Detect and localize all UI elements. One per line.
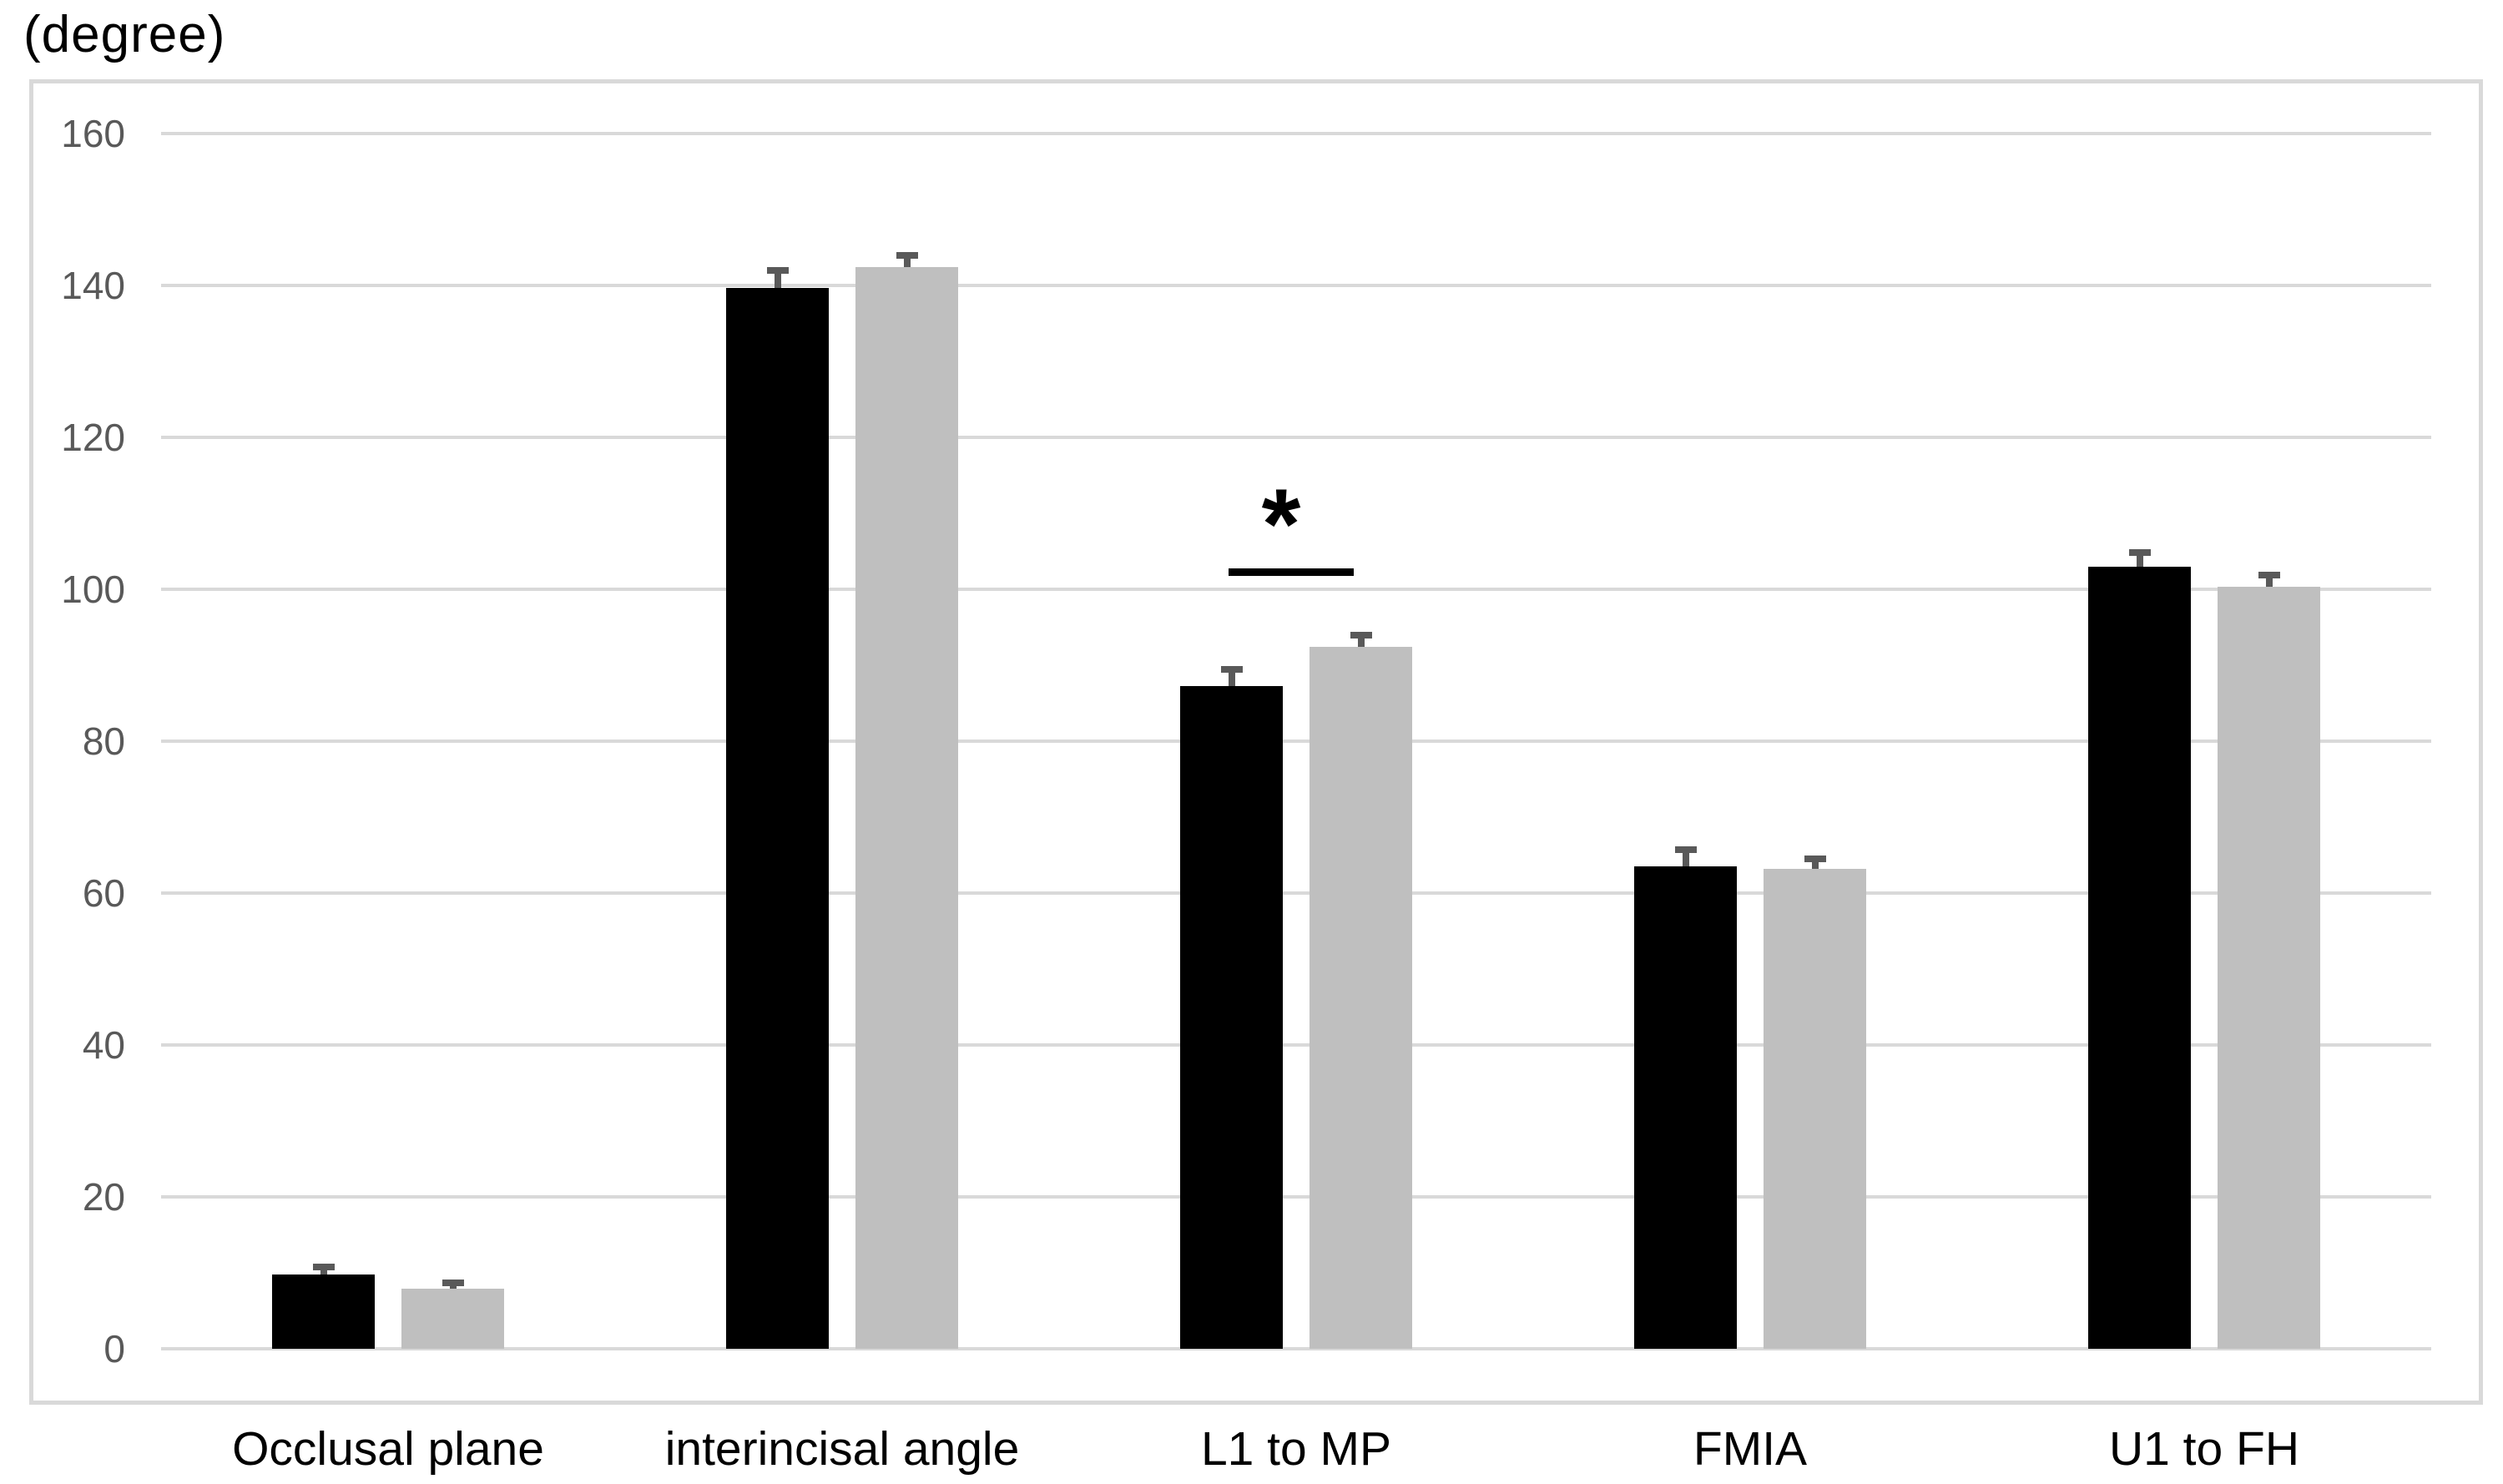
- y-tick-label-40: 40: [82, 1023, 125, 1067]
- error-bar-cap-gray-1: [896, 251, 918, 259]
- x-axis-label-2: L1 to MP: [1200, 1422, 1392, 1476]
- significance-asterisk: *: [1261, 468, 1301, 580]
- error-bar-cap-black-4: [2128, 549, 2151, 557]
- error-bar-cap-gray-0: [442, 1279, 464, 1286]
- x-axis-label-1: interincisal angle: [664, 1422, 1020, 1476]
- gridline-140: [161, 284, 2431, 287]
- gridline-120: [161, 436, 2431, 439]
- y-tick-label-120: 120: [61, 416, 125, 459]
- y-tick-label-140: 140: [61, 264, 125, 307]
- y-tick-label-160: 160: [61, 112, 125, 155]
- error-bar-stem-black-4: [2136, 553, 2143, 567]
- error-bar-cap-black-1: [766, 266, 789, 274]
- bar-black-3: [1634, 866, 1737, 1349]
- bar-gray-1: [855, 267, 958, 1349]
- error-bar-stem-gray-3: [1811, 859, 1819, 869]
- bar-black-0: [272, 1274, 375, 1349]
- error-bar-cap-gray-3: [1804, 856, 1826, 863]
- bar-black-1: [726, 287, 829, 1349]
- error-bar-stem-black-3: [1682, 850, 1689, 867]
- y-axis-unit-label: (degree): [23, 6, 226, 63]
- bar-black-2: [1180, 685, 1283, 1349]
- bar-gray-3: [1764, 868, 1866, 1349]
- y-tick-label-80: 80: [82, 719, 125, 763]
- bar-black-4: [2088, 566, 2191, 1349]
- x-axis-label-4: U1 to FH: [2108, 1422, 2300, 1476]
- gridline-40: [161, 1043, 2431, 1047]
- y-tick-label-60: 60: [82, 871, 125, 915]
- gridline-100: [161, 588, 2431, 591]
- bar-gray-2: [1310, 647, 1412, 1349]
- bar-gray-4: [2218, 587, 2320, 1349]
- error-bar-cap-black-2: [1220, 665, 1243, 673]
- error-bar-stem-black-2: [1228, 669, 1235, 686]
- gridline-20: [161, 1195, 2431, 1199]
- error-bar-stem-gray-2: [1357, 634, 1365, 648]
- y-tick-label-20: 20: [82, 1175, 125, 1219]
- error-bar-cap-black-0: [312, 1263, 335, 1270]
- gridline-60: [161, 891, 2431, 895]
- error-bar-stem-gray-1: [903, 255, 911, 268]
- error-bar-stem-black-0: [320, 1266, 327, 1275]
- x-axis-label-3: FMIA: [1693, 1422, 1808, 1476]
- bar-gray-0: [401, 1289, 504, 1349]
- error-bar-stem-gray-4: [2265, 574, 2273, 588]
- significance-line: [1229, 568, 1354, 577]
- error-bar-cap-gray-4: [2258, 571, 2280, 578]
- gridline-80: [161, 739, 2431, 743]
- gridline-0: [161, 1347, 2431, 1350]
- y-tick-label-100: 100: [61, 568, 125, 611]
- x-axis-label-0: Occlusal plane: [232, 1422, 544, 1476]
- y-tick-label-0: 0: [103, 1327, 125, 1370]
- error-bar-cap-gray-2: [1350, 631, 1372, 639]
- error-bar-cap-black-3: [1674, 846, 1697, 854]
- gridline-160: [161, 132, 2431, 135]
- error-bar-stem-black-1: [774, 270, 781, 288]
